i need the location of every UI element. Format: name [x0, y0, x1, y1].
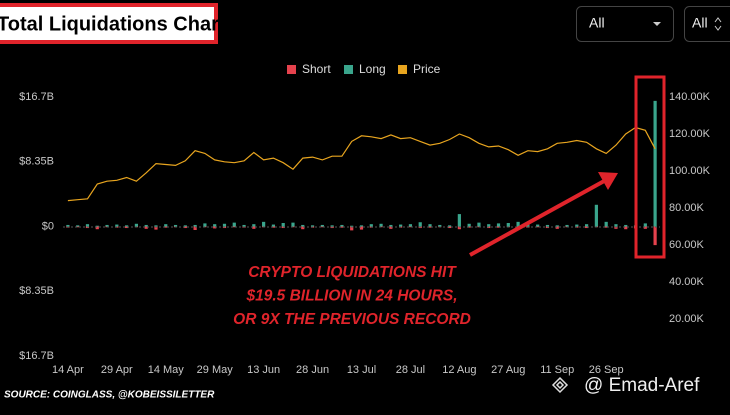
bar — [311, 225, 314, 226]
legend-label: Short — [302, 62, 331, 76]
bar — [164, 224, 167, 226]
bar — [389, 225, 392, 227]
y2-tick-label: 100.00K — [669, 165, 711, 177]
y2-tick-label: 120.00K — [669, 128, 711, 140]
bar — [379, 224, 382, 227]
bar — [115, 225, 118, 227]
bar — [213, 224, 216, 226]
bar — [105, 225, 108, 227]
bar — [203, 223, 206, 226]
x-tick-label: 27 Aug — [491, 364, 525, 376]
bar — [331, 225, 334, 226]
y-tick-label: $8.35B — [19, 285, 54, 297]
bar — [272, 225, 275, 227]
bar — [86, 224, 89, 226]
y2-tick-label: 140.00K — [669, 91, 711, 103]
bar — [565, 225, 568, 227]
y2-tick-label: 80.00K — [669, 202, 705, 214]
bar — [644, 223, 647, 226]
bar — [340, 225, 343, 227]
bar — [448, 225, 451, 226]
legend-swatch — [398, 65, 407, 74]
bar — [154, 225, 157, 226]
bar — [428, 224, 431, 226]
bar — [654, 227, 657, 246]
bar — [497, 223, 500, 226]
bar — [605, 222, 608, 227]
bar — [125, 225, 128, 226]
bar — [301, 225, 304, 227]
bar — [507, 223, 510, 226]
bar — [184, 225, 187, 226]
bar — [546, 225, 549, 227]
y-tick-label: $16.7B — [19, 91, 54, 103]
y-tick-label: $16.7B — [19, 350, 54, 362]
bar — [96, 226, 99, 227]
x-tick-label: 13 Jun — [247, 364, 280, 376]
bar — [624, 225, 627, 227]
bar — [575, 225, 578, 227]
y2-tick-label: 40.00K — [669, 276, 705, 288]
bar — [321, 225, 324, 227]
bar — [350, 226, 353, 227]
filter-label: All — [589, 15, 605, 31]
annotation: $19.5 BILLION IN 24 HOURS, — [245, 288, 457, 305]
bar — [135, 224, 138, 227]
bar — [595, 205, 598, 227]
x-tick-label: 28 Jul — [396, 364, 425, 376]
bar — [419, 222, 422, 226]
x-tick-label: 29 May — [197, 364, 234, 376]
bar — [487, 224, 490, 226]
bar — [370, 224, 373, 226]
bar — [282, 223, 285, 226]
bar — [438, 225, 441, 227]
bar — [360, 225, 363, 226]
bar — [262, 222, 265, 227]
y2-tick-label: 60.00K — [669, 239, 705, 251]
bar — [194, 225, 197, 227]
bar — [291, 223, 294, 227]
bar — [242, 225, 245, 227]
x-tick-label: 11 Sep — [540, 364, 574, 376]
bar — [76, 225, 79, 226]
filter-label: All — [692, 15, 708, 31]
x-tick-label: 12 Aug — [442, 364, 476, 376]
bar — [654, 101, 657, 227]
legend-swatch — [344, 65, 353, 74]
bar — [399, 225, 402, 227]
y-tick-label: $8.35B — [19, 156, 54, 168]
source: SOURCE: COINGLASS, @KOBEISSILETTER — [4, 390, 215, 401]
x-tick-label: 14 May — [148, 364, 185, 376]
legend-swatch — [287, 65, 296, 74]
bar — [174, 225, 177, 227]
bar — [468, 224, 471, 227]
legend-label: Long — [359, 62, 386, 76]
bar — [556, 225, 559, 226]
annotation: OR 9X THE PREVIOUS RECORD — [233, 311, 471, 328]
bar — [233, 223, 236, 227]
annotation: CRYPTO LIQUIDATIONS HIT — [248, 264, 457, 281]
y-tick-label: $0 — [42, 220, 54, 232]
bar — [145, 225, 148, 227]
bar — [585, 224, 588, 226]
bar — [252, 224, 255, 226]
chart-title: Total Liquidations Chart — [0, 13, 226, 35]
legend-label: Price — [413, 62, 441, 76]
x-tick-label: 13 Jul — [347, 364, 376, 376]
x-tick-label: 28 Jun — [296, 364, 329, 376]
bar — [409, 224, 412, 226]
bar — [477, 223, 480, 227]
x-tick-label: 14 Apr — [52, 364, 84, 376]
bar — [614, 224, 617, 226]
x-tick-label: 29 Apr — [101, 364, 133, 376]
y2-tick-label: 20.00K — [669, 313, 705, 325]
bar — [223, 224, 226, 227]
bar — [458, 214, 461, 226]
bar — [66, 225, 69, 227]
bar — [536, 225, 539, 227]
watermark: @ Emad-Aref — [584, 375, 700, 396]
